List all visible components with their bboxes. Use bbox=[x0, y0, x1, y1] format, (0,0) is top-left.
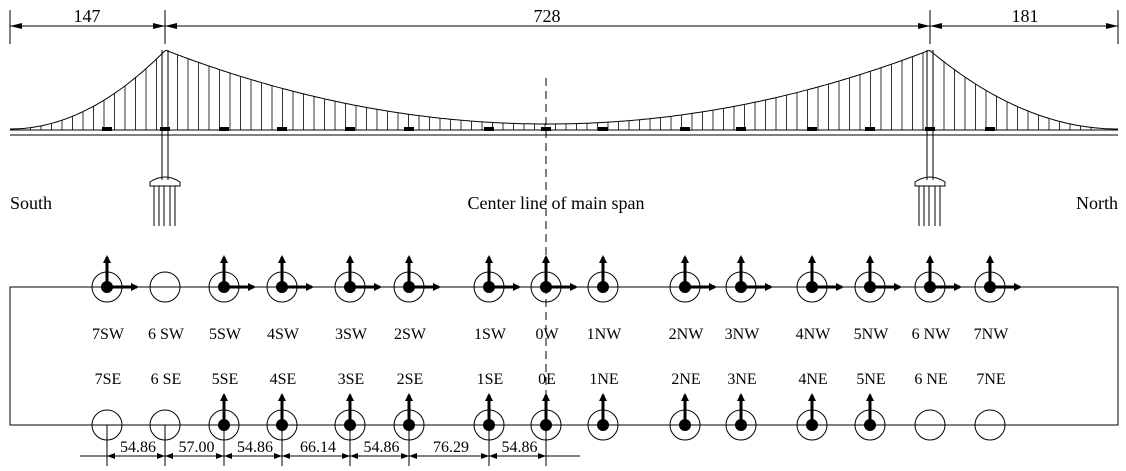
sensor-label-west: 2SW bbox=[394, 326, 427, 343]
sensor-label-east: 0E bbox=[538, 371, 556, 388]
sensor-2nw bbox=[669, 255, 717, 303]
span-dimension-line bbox=[9, 10, 1119, 44]
sensor-label-east: 6 NE bbox=[914, 371, 947, 388]
sensor-label-east: 7NE bbox=[976, 371, 1005, 388]
sensor-7nw bbox=[974, 255, 1022, 303]
right-span-label: 181 bbox=[1012, 6, 1039, 26]
spacing-label: 66.14 bbox=[300, 439, 336, 456]
sensor-label-east: 1NE bbox=[589, 371, 618, 388]
sensor-4ne bbox=[796, 393, 828, 441]
sensor-label-east: 2NE bbox=[671, 371, 700, 388]
sensor-3nw bbox=[725, 255, 773, 303]
deck-sensor-mark bbox=[985, 127, 995, 131]
spacing-label: 57.00 bbox=[179, 439, 215, 456]
deck-sensor-mark bbox=[277, 127, 287, 131]
sensor-label-west: 5SW bbox=[209, 326, 242, 343]
sensor-label-west: 6 SW bbox=[148, 326, 185, 343]
deck-sensor-mark bbox=[345, 127, 355, 131]
north-tower bbox=[914, 50, 946, 226]
deck-sensor-marks bbox=[102, 127, 995, 131]
sensor-label-west: 7NW bbox=[974, 326, 1010, 343]
main-span-label: 728 bbox=[534, 6, 561, 26]
sensor-2se bbox=[393, 393, 425, 441]
sensor-label-west: 2NW bbox=[669, 326, 705, 343]
sensor-0w bbox=[530, 255, 578, 303]
sensor-label-east: 6 SE bbox=[151, 371, 182, 388]
sensor-label-east: 3SE bbox=[338, 371, 365, 388]
dimension-arrow bbox=[409, 453, 489, 459]
spacing-label: 54.86 bbox=[120, 439, 156, 456]
sensor-label-west: 5NW bbox=[854, 326, 890, 343]
spacing-label: 54.86 bbox=[237, 439, 273, 456]
sensor-layout: 7SW 7SE 6 SW 6 SE 5SW 5SE 4SW 4SE 3SW 3SE 2SW 2SE 1S… bbox=[91, 255, 1022, 441]
deck-sensor-mark bbox=[404, 127, 414, 131]
left-span-label: 147 bbox=[74, 6, 101, 26]
center-line-label: Center line of main span bbox=[468, 193, 645, 213]
spacing-label: 76.29 bbox=[433, 439, 469, 456]
deck-sensor-mark bbox=[736, 127, 746, 131]
sensor-5nw bbox=[854, 255, 902, 303]
sensor-label-west: 0W bbox=[535, 326, 559, 343]
sensor-label-east: 5SE bbox=[212, 371, 239, 388]
spacing-label: 54.86 bbox=[364, 439, 400, 456]
sensor-1ne bbox=[587, 393, 619, 441]
sensor-2ne bbox=[669, 393, 701, 441]
bridge-elevation bbox=[10, 49, 1118, 226]
spacing-dimensions: 54.86 57.00 54.86 66.14 54.86 76.29 54.86 bbox=[80, 425, 580, 466]
sensor-label-west: 1NW bbox=[587, 326, 623, 343]
south-label: South bbox=[10, 193, 52, 213]
deck-sensor-mark bbox=[807, 127, 817, 131]
sensor-label-west: 4NW bbox=[796, 326, 832, 343]
spacing-label: 54.86 bbox=[502, 439, 538, 456]
sensor-label-east: 2SE bbox=[397, 371, 424, 388]
deck-plan-outline bbox=[9, 286, 1119, 426]
hangers bbox=[30, 52, 1092, 130]
deck-sensor-mark bbox=[598, 127, 608, 131]
sensor-3sw bbox=[334, 255, 382, 303]
sensor-label-east: 5NE bbox=[856, 371, 885, 388]
sensor-label-west: 3NW bbox=[725, 326, 761, 343]
deck-sensor-mark bbox=[484, 127, 494, 131]
sensor-7ne bbox=[974, 409, 1006, 441]
sensor-6sw bbox=[149, 271, 181, 303]
sensor-label-east: 3NE bbox=[727, 371, 756, 388]
sensor-label-west: 1SW bbox=[474, 326, 507, 343]
sensor-label-west: 4SW bbox=[267, 326, 300, 343]
sensor-label-east: 4SE bbox=[270, 371, 297, 388]
sensor-4nw bbox=[796, 255, 844, 303]
sensor-5ne bbox=[854, 393, 886, 441]
sensor-label-east: 1SE bbox=[477, 371, 504, 388]
deck-sensor-mark bbox=[865, 127, 875, 131]
sensor-3ne bbox=[725, 393, 757, 441]
dimension-arrow bbox=[282, 453, 350, 459]
sensor-label-east: 7SE bbox=[95, 371, 122, 388]
deck-sensor-mark bbox=[102, 127, 112, 131]
sensor-label-east: 4NE bbox=[798, 371, 827, 388]
north-label: North bbox=[1076, 193, 1118, 213]
sensor-5sw bbox=[208, 255, 256, 303]
south-tower bbox=[149, 50, 181, 226]
deck-sensor-mark bbox=[160, 127, 170, 131]
sensor-1nw bbox=[587, 255, 619, 303]
sensor-6nw bbox=[914, 255, 962, 303]
deck-sensor-mark bbox=[925, 127, 935, 131]
sensor-label-west: 6 NW bbox=[912, 326, 952, 343]
deck-sensor-mark bbox=[541, 127, 551, 131]
main-cable bbox=[10, 49, 1118, 130]
sensor-label-west: 3SW bbox=[335, 326, 368, 343]
sensor-4sw bbox=[266, 255, 314, 303]
sensor-label-west: 7SW bbox=[92, 326, 125, 343]
deck-sensor-mark bbox=[680, 127, 690, 131]
sensor-7sw bbox=[91, 255, 139, 303]
sensor-2sw bbox=[393, 255, 441, 303]
sensor-1sw bbox=[473, 255, 521, 303]
sensor-6ne bbox=[914, 409, 946, 441]
deck-sensor-mark bbox=[219, 127, 229, 131]
